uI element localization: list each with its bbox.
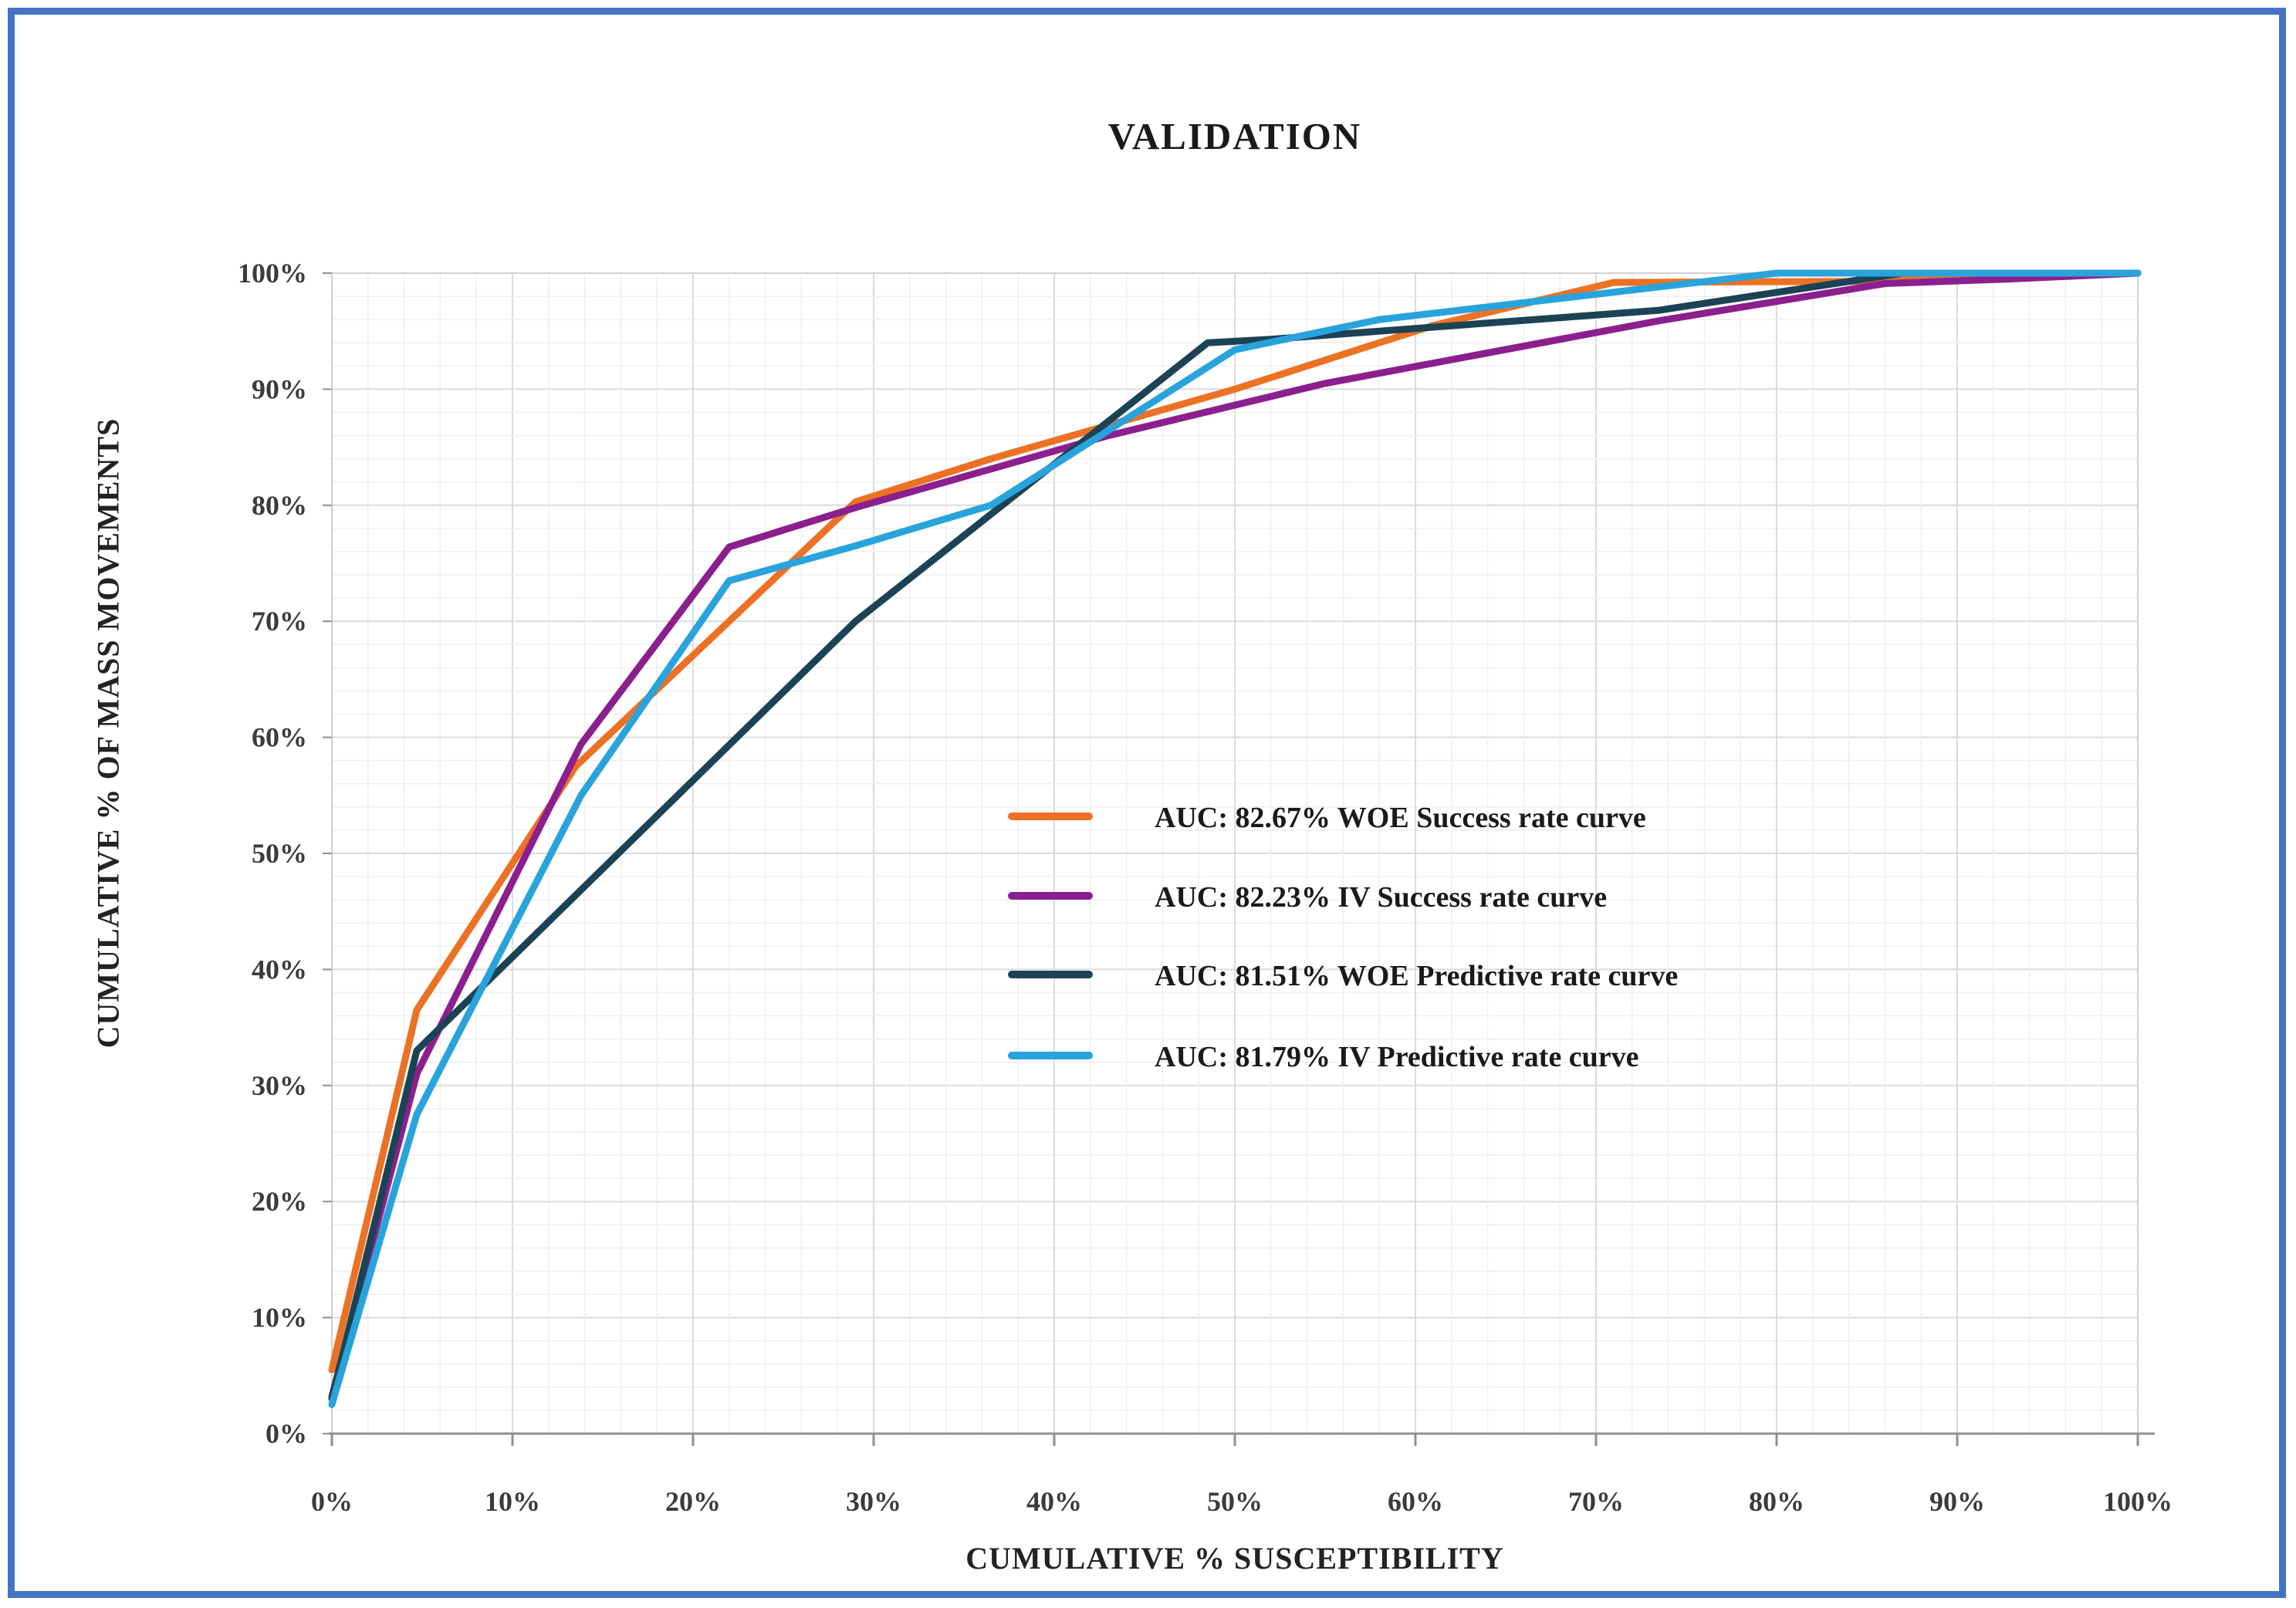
legend-swatch-line	[1008, 812, 1093, 820]
x-tick-label: 50%	[1207, 1486, 1263, 1517]
legend-swatch-line	[1008, 1052, 1093, 1059]
y-tick-label: 10%	[252, 1302, 307, 1333]
y-tick-label: 70%	[252, 606, 307, 637]
legend-label: AUC: 81.51% WOE Predictive rate curve	[1155, 960, 1679, 992]
y-tick-label: 90%	[252, 373, 307, 404]
legend-label: AUC: 82.67% WOE Success rate curve	[1155, 802, 1646, 834]
curve-series-1	[328, 269, 2142, 1400]
legend-swatch-line	[1008, 892, 1093, 900]
y-tick-label: 30%	[252, 1070, 307, 1101]
y-tick-label: 60%	[252, 722, 307, 753]
x-tick-label: 0%	[311, 1486, 353, 1517]
x-tick-label: 80%	[1749, 1486, 1804, 1517]
y-tick-label: 50%	[252, 838, 307, 869]
x-tick-label: 20%	[665, 1486, 721, 1517]
x-tick-label: 30%	[846, 1486, 901, 1517]
y-tick-label: 0%	[265, 1418, 307, 1449]
y-tick-label: 80%	[252, 490, 307, 521]
curve-series-3	[328, 269, 2142, 1408]
legend-swatch-line	[1008, 971, 1093, 978]
x-tick-label: 90%	[1929, 1486, 1985, 1517]
legend-label: AUC: 81.79% IV Predictive rate curve	[1155, 1041, 1639, 1073]
x-tick-label: 100%	[2103, 1486, 2173, 1517]
chart-title: VALIDATION	[1107, 115, 1362, 157]
x-tick-label: 10%	[485, 1486, 540, 1517]
y-tick-label: 100%	[238, 258, 307, 289]
y-tick-label: 20%	[252, 1186, 307, 1217]
y-axis-title: CUMULATIVE % OF MASS MOVEMENTS	[90, 417, 126, 1049]
x-tick-label: 70%	[1568, 1486, 1624, 1517]
x-tick-label: 60%	[1388, 1486, 1443, 1517]
legend-label: AUC: 82.23% IV Success rate curve	[1155, 881, 1608, 914]
x-axis-title: CUMULATIVE % SUSCEPTIBILITY	[965, 1541, 1504, 1576]
y-tick-label: 40%	[252, 954, 307, 985]
x-tick-label: 40%	[1026, 1486, 1082, 1517]
